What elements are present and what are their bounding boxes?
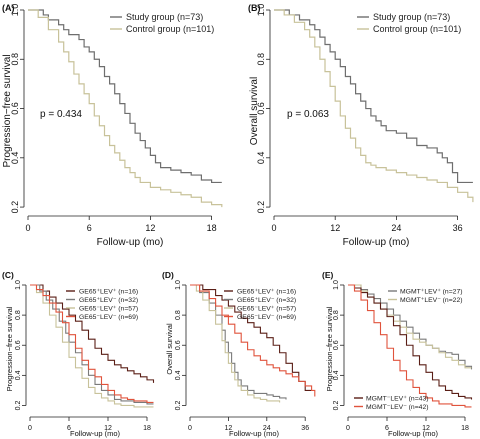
- survival-curve-series-2: [30, 284, 154, 405]
- y-tick-label: 0.8: [256, 53, 266, 66]
- x-tick-label: 18: [207, 223, 217, 233]
- y-tick-label: 1.0: [15, 280, 22, 290]
- x-tick-label: 0: [25, 223, 30, 233]
- y-tick-label: 0.4: [10, 152, 20, 165]
- y-tick-label: 1.0: [10, 4, 20, 17]
- legend-label: GE65⁻LEV⁻ (n=69): [79, 314, 138, 321]
- survival-curve-series-3: [190, 284, 281, 403]
- legend-label: GE65⁺LEV⁺ (n=16): [237, 288, 296, 295]
- x-tick-label: 18: [143, 425, 151, 432]
- legend-label: Study group (n=73): [126, 12, 203, 22]
- y-tick-label: 0.2: [333, 400, 340, 410]
- y-tick-label: 0.8: [10, 53, 20, 66]
- legend-label: GE65⁺LEV⁻ (n=32): [79, 297, 138, 304]
- x-tick-label: 12: [330, 223, 340, 233]
- x-tick-label: 12: [225, 425, 233, 432]
- y-axis-title: Overall survival: [249, 77, 260, 145]
- x-axis-title: Follow-up (mo): [388, 429, 439, 438]
- x-tick-label: 36: [301, 425, 309, 432]
- survival-curve-series-1: [28, 9, 222, 184]
- p-value-annotation: p = 0.434: [40, 109, 82, 120]
- legend-label: MGMT⁺LEV⁻ (n=22): [400, 297, 463, 304]
- x-tick-label: 12: [104, 425, 112, 432]
- x-tick-label: 24: [391, 223, 401, 233]
- legend-label: GE65⁻LEV⁺ (n=57): [237, 305, 296, 312]
- panel-e: (E) 0 6 12 18 0.2 0.4 0.6 0.8 1.0 Follow-up (mo) Pr…: [322, 270, 473, 438]
- survival-curve-series-4: [190, 284, 316, 397]
- panel-tag-c: (C): [2, 270, 14, 280]
- legend-label: GE65⁻LEV⁻ (n=69): [237, 314, 296, 321]
- panel-a: (A) 0 6 12 18 0.2 0.4 0.6 0.8 1.0 Follow-up (mo) Pr…: [2, 3, 223, 248]
- y-tick-label: 0.6: [15, 340, 22, 350]
- x-tick-label: 12: [145, 223, 155, 233]
- y-axis-title: Progression−free survival: [2, 54, 13, 167]
- legend-label: Control group (n=101): [126, 24, 214, 34]
- survival-curve-series-3: [30, 284, 154, 408]
- y-tick-label: 0.8: [333, 310, 340, 320]
- legend-label: Control group (n=101): [373, 24, 461, 34]
- x-tick-label: 0: [271, 223, 276, 233]
- y-tick-label: 0.2: [256, 201, 266, 214]
- legend-label: MGMT⁺LEV⁺ (n=27): [400, 288, 463, 295]
- x-axis-title: Follow-up (mo): [70, 429, 121, 438]
- y-tick-label: 0.8: [15, 310, 22, 320]
- y-tick-label: 0.6: [333, 340, 340, 350]
- panel-tag-b: (B): [248, 3, 261, 13]
- y-tick-label: 1.0: [175, 280, 182, 290]
- x-axis-title: Follow-up (mo): [97, 237, 164, 248]
- x-tick-label: 0: [346, 425, 350, 432]
- legend-label: GE65⁺LEV⁻ (n=32): [237, 297, 296, 304]
- survival-curve-series-2: [274, 9, 474, 203]
- legend-label: Study group (n=73): [373, 12, 450, 22]
- x-axis-title: Follow-up (mo): [229, 429, 280, 438]
- x-tick-label: 12: [422, 425, 430, 432]
- legend-label: MGMT⁻LEV⁺ (n=43): [366, 395, 429, 402]
- y-tick-label: 0.2: [10, 201, 20, 214]
- x-tick-label: 6: [87, 223, 92, 233]
- y-tick-label: 0.4: [175, 370, 182, 380]
- panel-b: (B) 0 12 24 36 0.2 0.4 0.6 0.8 1.0 Follow-up (mo) O…: [248, 3, 474, 248]
- p-value-annotation: p = 0.063: [287, 109, 329, 120]
- x-axis-title: Follow-up (mo): [343, 237, 410, 248]
- panel-tag-d: (D): [162, 270, 174, 280]
- x-tick-label: 36: [453, 223, 463, 233]
- survival-curve-series-1: [190, 284, 312, 391]
- y-tick-label: 0.6: [10, 102, 20, 115]
- y-axis-title: Progression−free survival: [325, 306, 334, 391]
- x-tick-label: 6: [67, 425, 71, 432]
- x-tick-label: 18: [461, 425, 469, 432]
- y-tick-label: 0.6: [175, 340, 182, 350]
- survival-curve-series-4: [348, 284, 472, 408]
- x-tick-label: 24: [263, 425, 271, 432]
- panel-d: (D) 0 12 24 36 0.2 0.4 0.6 0.8 1.0 Follow-up (mo) O…: [162, 270, 316, 438]
- survival-curve-series-4: [30, 284, 154, 404]
- survival-curve-series-1: [274, 9, 473, 184]
- y-axis-title: Overall survival: [165, 323, 174, 375]
- survival-curve-series-3: [348, 284, 473, 400]
- legend-label: GE65⁻LEV⁺ (n=57): [79, 305, 138, 312]
- x-tick-label: 0: [188, 425, 192, 432]
- y-tick-label: 1.0: [256, 4, 266, 17]
- y-axis-title: Progression−free survival: [5, 306, 14, 391]
- survival-curve-series-2: [28, 9, 223, 208]
- y-tick-label: 0.6: [256, 102, 266, 115]
- y-tick-label: 0.4: [256, 152, 266, 165]
- y-tick-label: 0.4: [333, 370, 340, 380]
- y-tick-label: 0.2: [15, 400, 22, 410]
- legend-label: GE65⁺LEV⁺ (n=16): [79, 288, 138, 295]
- panel-c: (C) 0 6 12 18 0.2 0.4 0.6 0.8 1.0 Follow-up (mo) Pr…: [2, 270, 155, 438]
- y-tick-label: 0.8: [175, 310, 182, 320]
- y-tick-label: 0.2: [175, 400, 182, 410]
- x-tick-label: 0: [28, 425, 32, 432]
- legend-label: MGMT⁻LEV⁻ (n=42): [366, 404, 429, 411]
- y-tick-label: 0.4: [15, 370, 22, 380]
- y-tick-label: 1.0: [333, 280, 340, 290]
- panel-tag-a: (A): [2, 3, 15, 13]
- x-tick-label: 6: [385, 425, 389, 432]
- panel-tag-e: (E): [322, 270, 334, 280]
